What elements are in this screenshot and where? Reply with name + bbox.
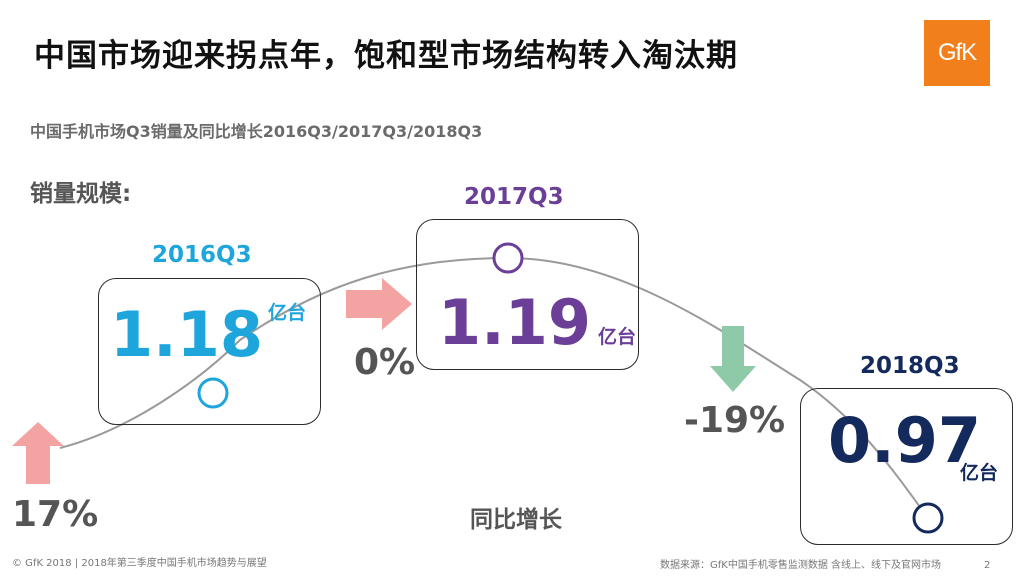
value-2018q3: 0.97 [828, 404, 981, 477]
value-box-2016q3 [98, 278, 321, 425]
growth-2017q3: 0% [354, 342, 416, 383]
down-arrow-icon [710, 326, 756, 392]
unit-2016q3: 亿台 [268, 302, 307, 324]
period-label-2017q3: 2017Q3 [464, 184, 564, 210]
value-box-2017q3 [416, 219, 639, 370]
growth-2018q3: -19% [684, 400, 786, 441]
section-label: 销量规模: [30, 181, 132, 207]
marker-2017q3 [492, 242, 524, 274]
value-2017q3: 1.19 [438, 286, 591, 359]
up-arrow-icon [12, 422, 64, 484]
value-2016q3: 1.18 [110, 298, 263, 371]
right-arrow-icon [346, 278, 412, 330]
unit-2017q3: 亿台 [598, 326, 637, 348]
unit-2018q3: 亿台 [960, 462, 999, 484]
slide-title: 中国市场迎来拐点年，饱和型市场结构转入淘汰期 [34, 38, 738, 74]
chart-subtitle: 中国手机市场Q3销量及同比增长2016Q3/2017Q3/2018Q3 [30, 122, 483, 141]
footer-source: 数据来源：GfK中国手机零售监测数据 含线上、线下及官网市场 [660, 560, 942, 571]
marker-2018q3 [912, 502, 944, 534]
value-box-2018q3 [800, 388, 1013, 545]
growth-2016q3: 17% [12, 494, 99, 535]
growth-label: 同比增长 [470, 507, 562, 533]
page-number: 2 [984, 560, 991, 571]
period-label-2016q3: 2016Q3 [152, 242, 252, 268]
gfk-logo: GfK [924, 20, 990, 86]
footer-left: © GfK 2018 | 2018年第三季度中国手机市场趋势与展望 [12, 558, 267, 569]
period-label-2018q3: 2018Q3 [860, 353, 960, 379]
marker-2016q3 [197, 377, 229, 409]
logo-text: GfK [937, 39, 977, 66]
